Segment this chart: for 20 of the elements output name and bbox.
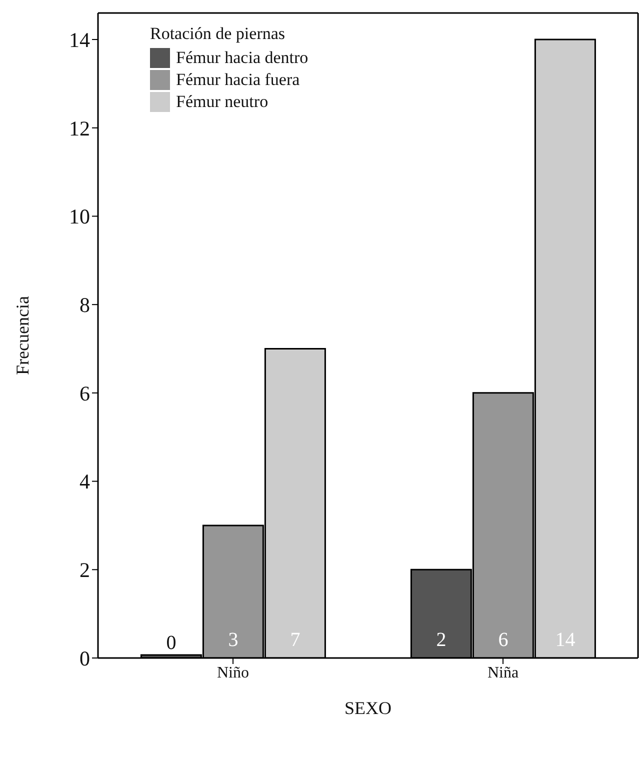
data-label: 2 bbox=[436, 629, 446, 651]
y-tick-label: 0 bbox=[80, 646, 90, 670]
x-tick-label: Niña bbox=[487, 664, 519, 682]
y-tick-label: 10 bbox=[69, 204, 90, 229]
y-tick-label: 14 bbox=[69, 28, 90, 52]
data-label: 0 bbox=[166, 632, 176, 654]
data-label: 6 bbox=[498, 629, 508, 651]
x-tick-label: Niño bbox=[217, 664, 249, 682]
data-label: 3 bbox=[228, 629, 238, 651]
legend-title: Rotación de piernas bbox=[150, 24, 286, 44]
y-tick-label: 8 bbox=[80, 293, 90, 318]
y-tick-label: 6 bbox=[80, 381, 90, 406]
y-tick-label: 4 bbox=[80, 470, 90, 494]
x-axis-title: SEXO bbox=[344, 698, 392, 718]
legend-label: Fémur neutro bbox=[176, 92, 268, 112]
legend-label: Fémur hacia dentro bbox=[176, 48, 308, 68]
y-axis-title: Frecuencia bbox=[12, 296, 32, 375]
y-tick-label: 2 bbox=[80, 558, 90, 582]
y-tick-label: 12 bbox=[69, 116, 90, 140]
legend-label: Fémur hacia fuera bbox=[176, 70, 300, 90]
